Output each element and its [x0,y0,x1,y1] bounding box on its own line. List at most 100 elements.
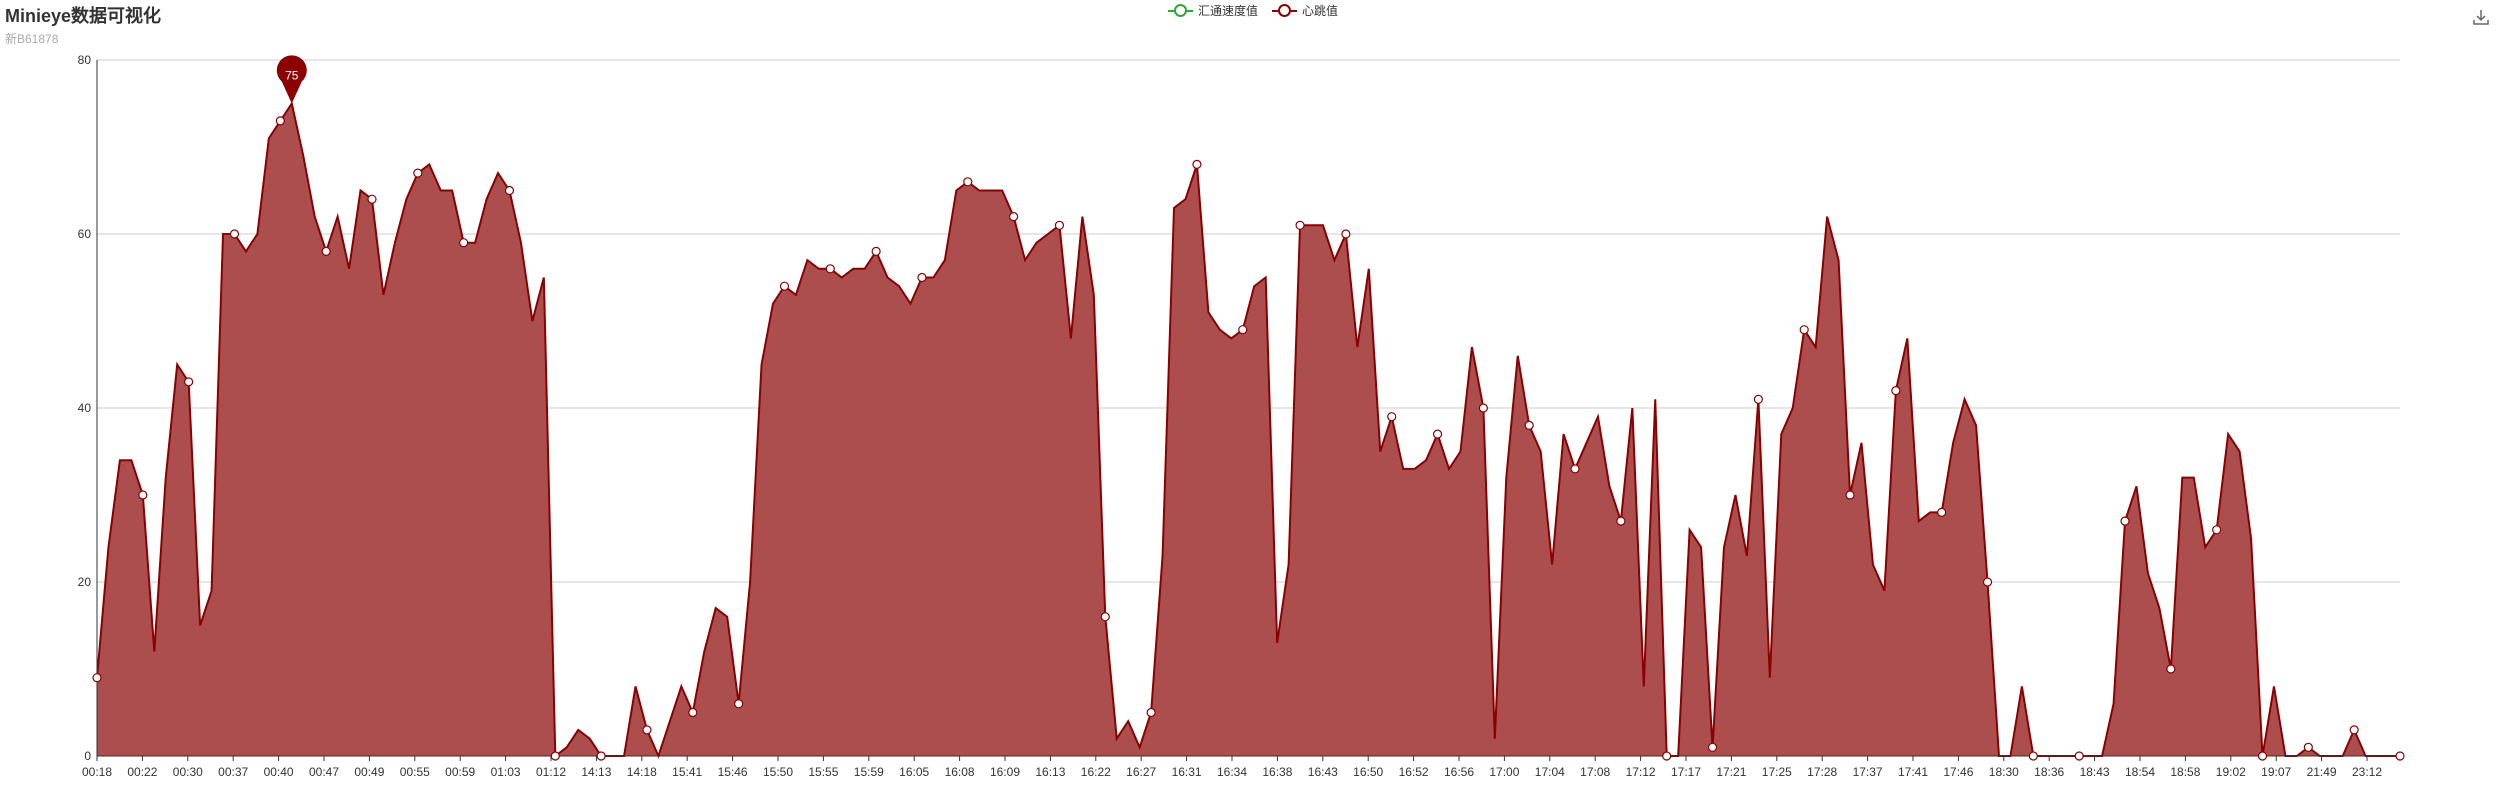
data-point [1238,325,1248,335]
legend-label-speed: 汇通速度值 [1198,4,1259,18]
x-tick-label: 01:03 [491,765,521,779]
series-line [96,100,2400,759]
x-tick-label: 16:50 [1353,765,1383,779]
y-tick-label: 80 [78,53,92,67]
page-title: Minieye数据可视化 [5,6,162,26]
x-tick-label: 21:49 [2307,765,2337,779]
x-tick-label: 15:46 [718,765,748,779]
x-tick-label: 14:18 [627,765,657,779]
x-tick-label: 17:41 [1898,765,1928,779]
data-point [1432,429,1443,439]
x-tick-label: 16:52 [1399,765,1429,779]
legend-marker-heartbeat [1272,3,1298,18]
x-tick-label: 17:04 [1535,765,1565,779]
data-point [138,490,148,500]
x-tick-label: 17:46 [1943,765,1973,779]
data-point [2166,664,2176,674]
x-tick-label: 16:09 [990,765,1020,779]
x-tick-label: 17:37 [1853,765,1883,779]
x-tick-label: 16:43 [1308,765,1338,779]
page-subtitle: 新B61878 [5,32,59,46]
data-point [275,116,285,126]
x-tick-label: 16:34 [1217,765,1247,779]
data-point [1982,577,1993,587]
data-point [504,185,515,196]
data-point [92,673,102,683]
x-tick-label: 18:58 [2170,765,2200,779]
data-point [871,246,881,256]
data-point [642,725,652,735]
data-point [1707,742,1718,752]
data-point [688,707,698,718]
data-point [1387,412,1397,422]
data-point [1192,159,1202,169]
data-point [2028,751,2038,761]
legend-dot-speed [1174,3,1187,17]
y-tick-label: 20 [78,575,92,589]
data-point [2349,725,2359,735]
x-tick-label: 17:12 [1626,765,1656,779]
x-tick-label: 19:07 [2261,765,2291,779]
x-tick-label: 00:22 [127,765,157,779]
x-tick-label: 15:55 [808,765,838,779]
legend-label-heartbeat: 心跳值 [1302,4,1339,18]
legend-marker-speed [1168,3,1193,18]
download-icon[interactable] [2472,8,2490,26]
data-point [184,377,194,387]
x-tick-label: 15:59 [854,765,884,779]
x-tick-label: 15:41 [672,765,702,779]
y-tick-label: 60 [78,227,92,241]
x-tick-label: 17:25 [1762,765,1792,779]
data-point [2120,516,2130,526]
data-point [321,246,331,256]
max-pin-label: 75 [285,69,299,83]
data-point [2395,751,2405,761]
x-tick-label: 15:50 [763,765,793,779]
x-tick-label: 17:00 [1489,765,1519,779]
x-tick-label: 16:13 [1035,765,1065,779]
x-tick-label: 18:43 [2080,765,2110,779]
data-point [459,238,469,248]
x-tick-label: 16:22 [1081,765,1111,779]
x-tick-label: 17:08 [1580,765,1610,779]
x-tick-label: 18:36 [2034,765,2064,779]
data-point [779,281,790,291]
data-point [1341,229,1351,239]
data-point [1937,507,1947,518]
data-point [2212,525,2222,535]
data-point [1478,403,1488,413]
x-tick-label: 19:02 [2216,765,2246,779]
x-tick-label: 00:59 [445,765,475,779]
legend-item-speed[interactable]: 汇通速度值 [1168,2,1258,19]
data-point [2303,742,2313,752]
x-tick-label: 00:55 [400,765,430,779]
x-tick-label: 00:49 [354,765,384,779]
x-tick-label: 01:12 [536,765,566,779]
x-tick-label: 00:37 [218,765,248,779]
x-tick-label: 16:31 [1172,765,1202,779]
x-tick-label: 00:40 [264,765,294,779]
data-point [1799,325,1809,335]
x-tick-label: 00:30 [173,765,203,779]
data-point [1845,490,1855,500]
x-tick-label: 16:27 [1126,765,1156,779]
x-tick-label: 14:13 [581,765,611,779]
data-point [1524,420,1534,430]
y-tick-label: 40 [78,401,92,415]
data-point [1570,464,1580,474]
x-tick-label: 17:17 [1671,765,1701,779]
x-tick-label: 00:18 [82,765,112,779]
x-tick-label: 16:05 [899,765,929,779]
series-area [97,103,2400,756]
x-tick-label: 18:54 [2125,765,2155,779]
legend-item-heartbeat[interactable]: 心跳值 [1272,2,1338,19]
data-point [1662,751,1672,761]
data-point [596,751,606,761]
x-tick-label: 16:56 [1444,765,1474,779]
data-point [413,168,423,178]
x-tick-label: 16:38 [1262,765,1292,779]
chart-legend: 汇通速度值 心跳值 [1168,2,1338,19]
data-point [1753,394,1763,404]
